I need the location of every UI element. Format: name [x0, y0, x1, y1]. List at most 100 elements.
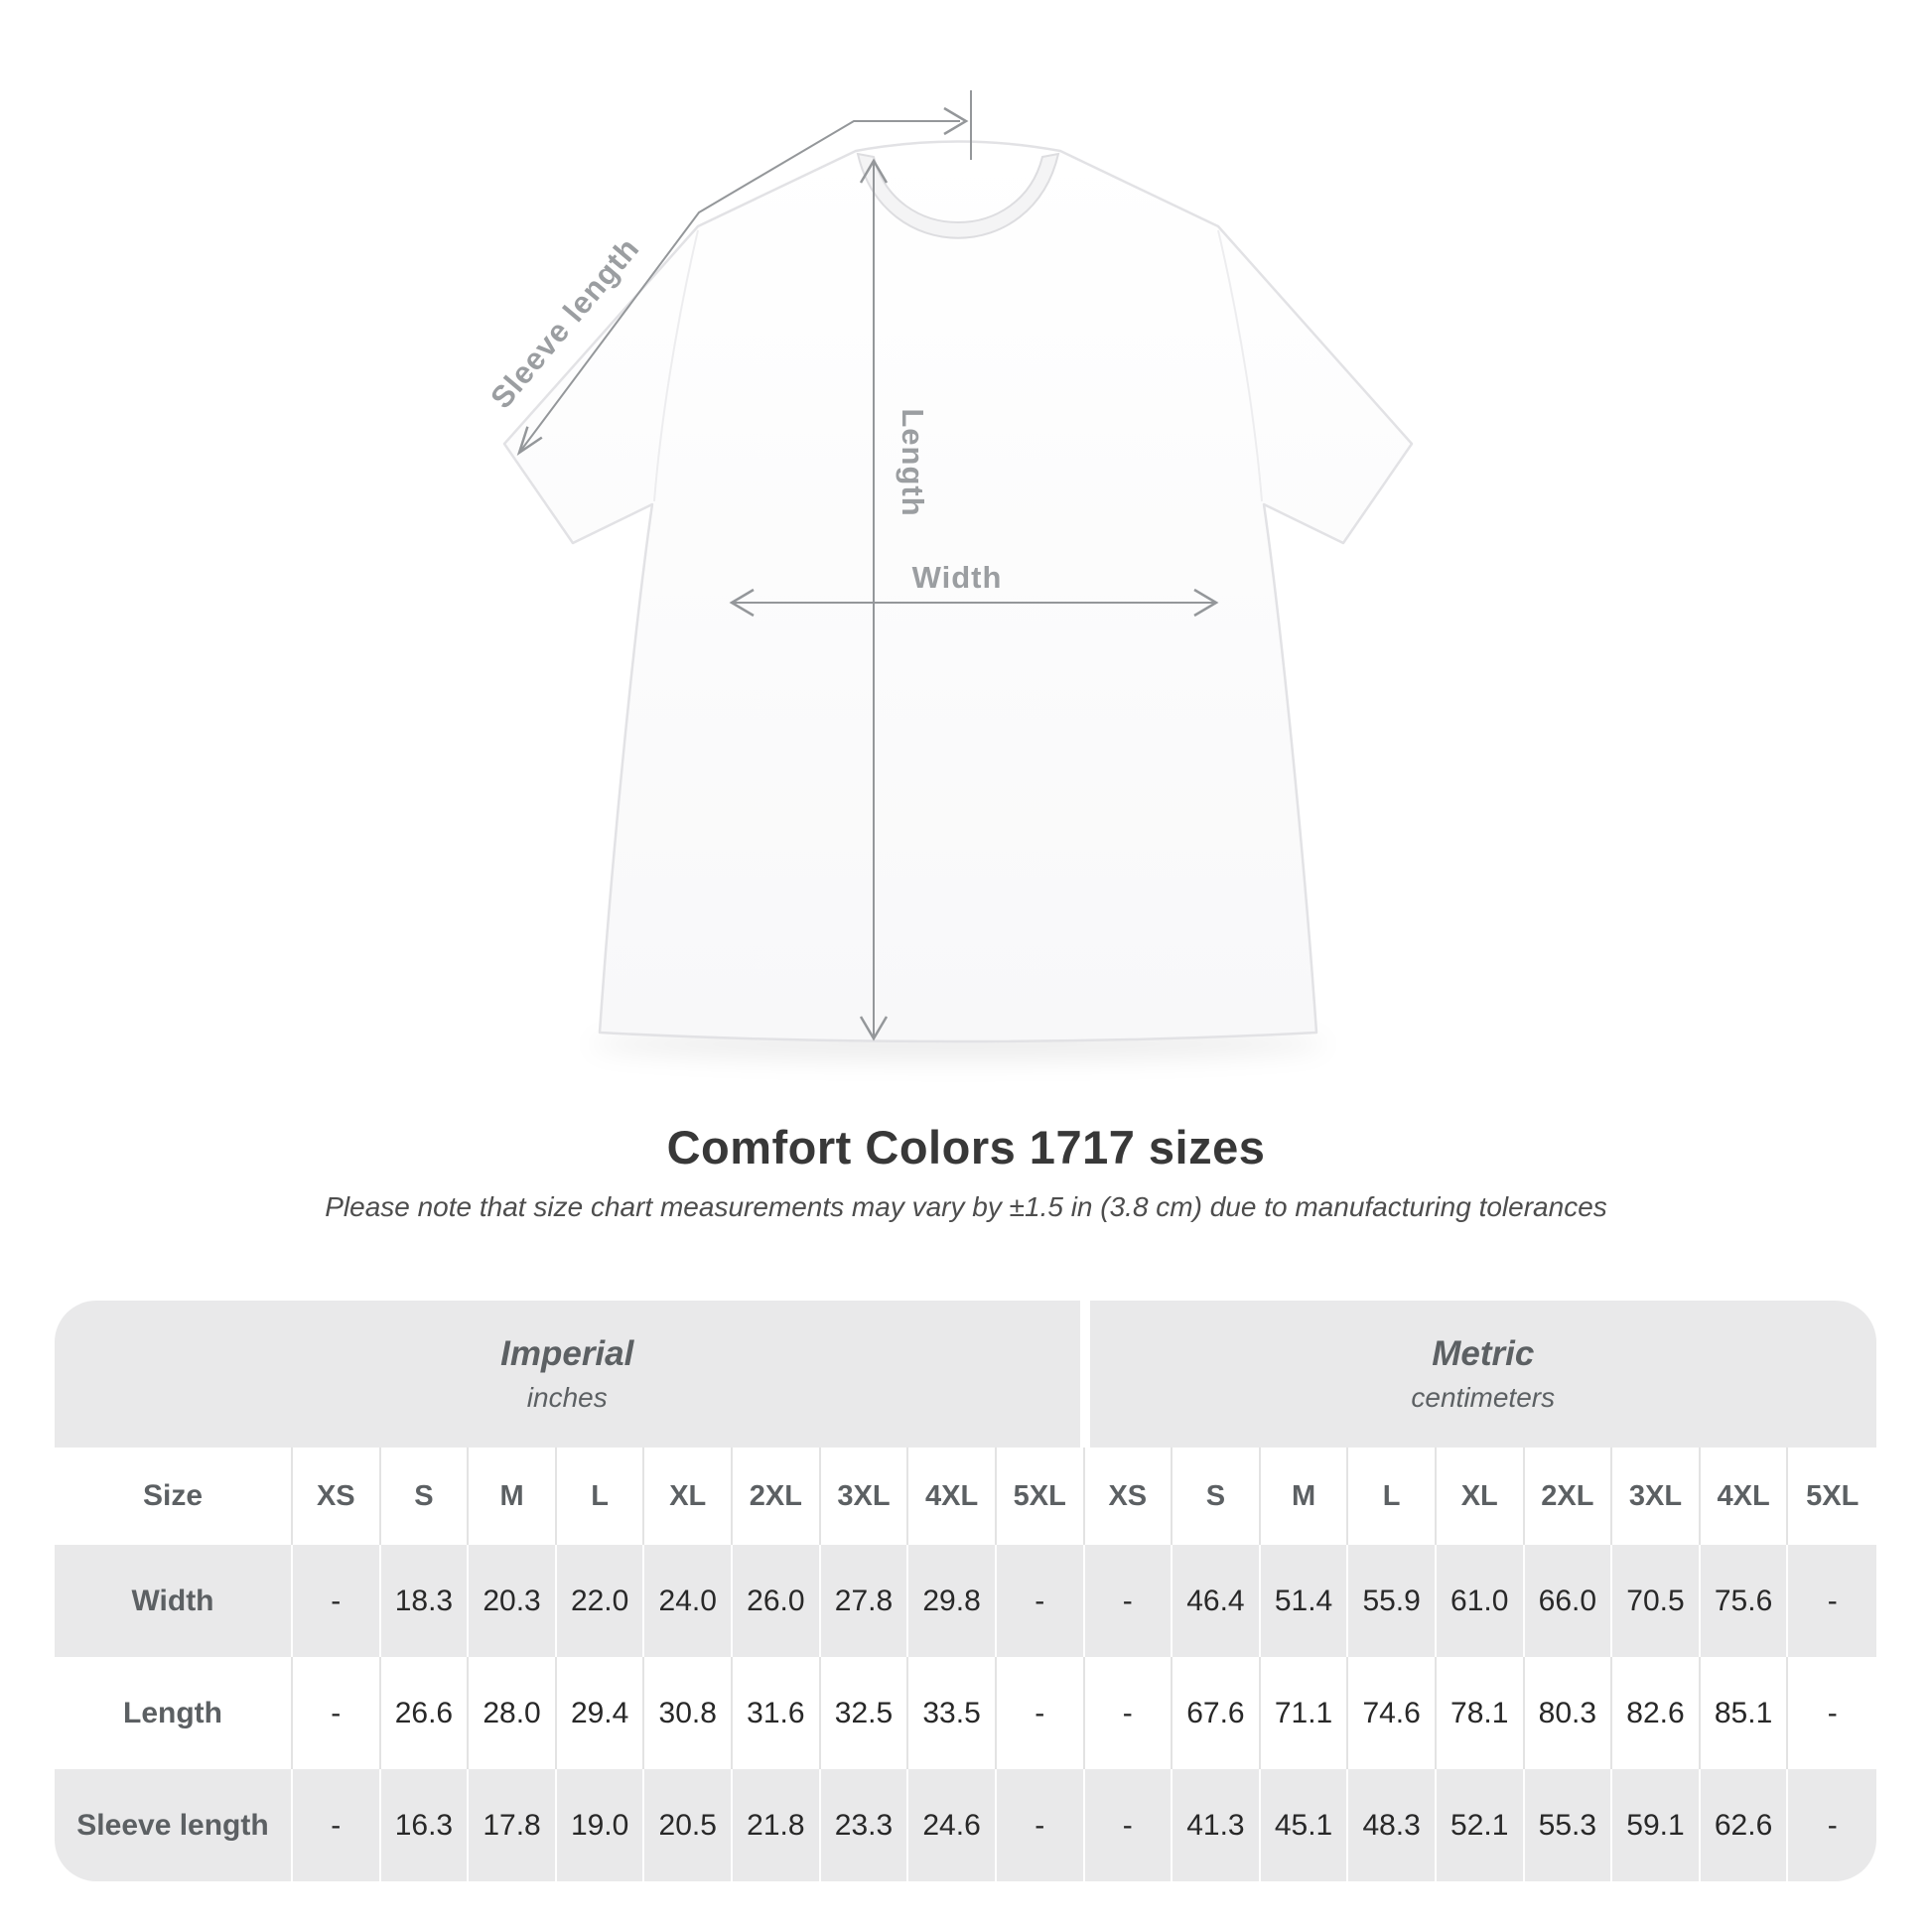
value-cell: - [996, 1657, 1085, 1769]
value-cell: - [1788, 1769, 1876, 1881]
value-cell: 17.8 [469, 1769, 557, 1881]
value-cell: 78.1 [1436, 1657, 1525, 1769]
value-cell: 30.8 [644, 1657, 734, 1769]
arrowhead-up-icon [859, 158, 889, 184]
value-cell: 46.4 [1173, 1545, 1261, 1657]
size-header-imperial-xl: XL [644, 1448, 734, 1545]
value-cell: 59.1 [1612, 1769, 1701, 1881]
value-cell: 71.1 [1260, 1657, 1349, 1769]
value-cell: 70.5 [1612, 1545, 1701, 1657]
arrowhead-down-icon [859, 1016, 889, 1041]
value-cell: 55.9 [1348, 1545, 1437, 1657]
size-header-imperial-m: M [469, 1448, 557, 1545]
value-cell: 67.6 [1173, 1657, 1261, 1769]
value-cell: 31.6 [733, 1657, 821, 1769]
metric-band: Metric centimeters [1089, 1301, 1876, 1448]
size-header-imperial-l: L [556, 1448, 645, 1545]
value-cell: 61.0 [1436, 1545, 1525, 1657]
collar [856, 152, 1060, 239]
tshirt-silhouette [502, 140, 1414, 1043]
size-header-metric-xs: XS [1084, 1448, 1173, 1545]
value-cell: 82.6 [1612, 1657, 1701, 1769]
tshirt-measurement-diagram: Sleeve length Length Width [447, 60, 1489, 1082]
value-cell: 26.6 [380, 1657, 470, 1769]
value-cell: 55.3 [1524, 1769, 1613, 1881]
value-cell: - [1084, 1545, 1173, 1657]
tshirt-graphic: Sleeve length Length Width [483, 90, 1414, 1060]
row-label-length: Length [55, 1657, 293, 1769]
size-header-imperial-xs: XS [293, 1448, 381, 1545]
value-cell: - [293, 1545, 381, 1657]
value-cell: 19.0 [556, 1769, 645, 1881]
value-cell: 20.5 [644, 1769, 734, 1881]
value-cell: 29.8 [908, 1545, 997, 1657]
value-cell: 20.3 [469, 1545, 557, 1657]
value-cell: 21.8 [733, 1769, 821, 1881]
metric-title: Metric [1432, 1334, 1535, 1373]
value-cell: 80.3 [1524, 1657, 1613, 1769]
value-cell: 18.3 [380, 1545, 470, 1657]
metric-unit: centimeters [1411, 1382, 1556, 1413]
size-header-imperial-s: S [380, 1448, 470, 1545]
value-cell: - [1084, 1769, 1173, 1881]
value-cell: - [293, 1657, 381, 1769]
value-cell: 62.6 [1700, 1769, 1789, 1881]
row-label-width: Width [55, 1545, 293, 1657]
value-cell: 16.3 [380, 1769, 470, 1881]
size-header-imperial-5xl: 5XL [996, 1448, 1085, 1545]
size-header-imperial-3xl: 3XL [820, 1448, 909, 1545]
size-header-metric-m: M [1260, 1448, 1349, 1545]
value-cell: 75.6 [1700, 1545, 1789, 1657]
value-cell: 28.0 [469, 1657, 557, 1769]
value-cell: - [996, 1545, 1085, 1657]
page-title: Comfort Colors 1717 sizes [666, 1121, 1266, 1173]
tolerance-note: Please note that size chart measurements… [325, 1191, 1607, 1222]
size-header-metric-3xl: 3XL [1612, 1448, 1701, 1545]
value-cell: 23.3 [820, 1769, 909, 1881]
length-label: Length [896, 408, 930, 516]
arrowhead-right-icon [943, 106, 969, 136]
value-cell: 41.3 [1173, 1769, 1261, 1881]
size-table: Imperial inches Metric centimeters Size … [55, 1301, 1876, 1881]
width-label: Width [912, 560, 1003, 595]
value-cell: 27.8 [820, 1545, 909, 1657]
value-cell: 85.1 [1700, 1657, 1789, 1769]
value-cell: 29.4 [556, 1657, 645, 1769]
size-header-metric-5xl: 5XL [1788, 1448, 1876, 1545]
value-cell: 66.0 [1524, 1545, 1613, 1657]
size-header-imperial-2xl: 2XL [733, 1448, 821, 1545]
value-cell: 45.1 [1260, 1769, 1349, 1881]
value-cell: 51.4 [1260, 1545, 1349, 1657]
value-cell: 32.5 [820, 1657, 909, 1769]
size-header-metric-2xl: 2XL [1524, 1448, 1613, 1545]
size-column-header: Size [55, 1448, 293, 1545]
arrowhead-left-icon [729, 588, 755, 618]
size-header-metric-4xl: 4XL [1700, 1448, 1789, 1545]
value-cell: - [293, 1769, 381, 1881]
sleeve-length-arrow [518, 120, 960, 454]
value-cell: 24.6 [908, 1769, 997, 1881]
arrowhead-sleeve-icon [516, 426, 543, 457]
value-cell: 48.3 [1348, 1769, 1437, 1881]
size-header-metric-l: L [1348, 1448, 1437, 1545]
value-cell: - [1084, 1657, 1173, 1769]
value-cell: 52.1 [1436, 1769, 1525, 1881]
measurement-lines [516, 90, 1219, 1041]
value-cell: - [996, 1769, 1085, 1881]
seam-lines [653, 229, 1263, 502]
size-header-metric-s: S [1173, 1448, 1261, 1545]
imperial-unit: inches [526, 1382, 608, 1413]
value-cell: - [1788, 1657, 1876, 1769]
value-cell: 26.0 [733, 1545, 821, 1657]
arrowhead-right2-icon [1193, 588, 1219, 618]
value-cell: 33.5 [908, 1657, 997, 1769]
size-header-imperial-4xl: 4XL [908, 1448, 997, 1545]
imperial-band: Imperial inches [55, 1301, 1080, 1448]
value-cell: - [1788, 1545, 1876, 1657]
value-cell: 74.6 [1348, 1657, 1437, 1769]
value-cell: 24.0 [644, 1545, 734, 1657]
value-cell: 22.0 [556, 1545, 645, 1657]
row-label-sleeve-length: Sleeve length [55, 1769, 293, 1881]
size-header-metric-xl: XL [1436, 1448, 1525, 1545]
imperial-title: Imperial [500, 1334, 634, 1373]
